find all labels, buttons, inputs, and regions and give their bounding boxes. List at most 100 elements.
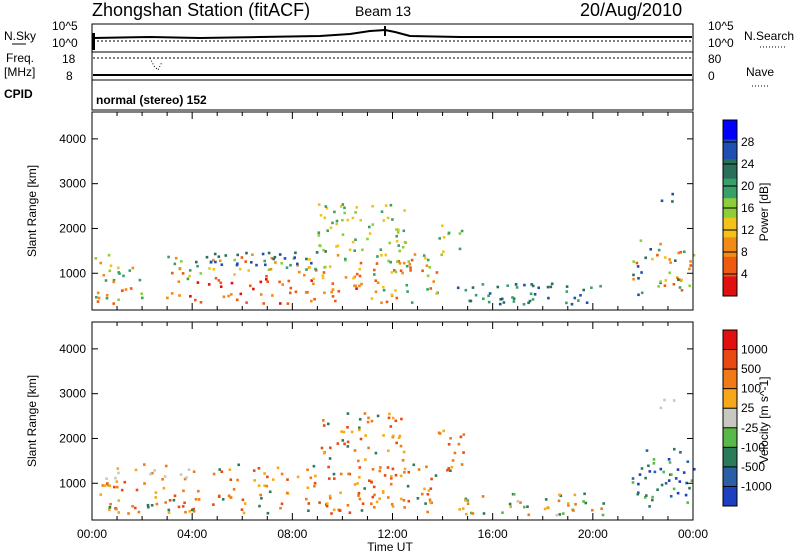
data-cell <box>409 266 412 269</box>
data-cell <box>447 467 450 470</box>
data-cell <box>331 282 335 285</box>
power-panel: 4000 3000 2000 1000 <box>59 111 696 311</box>
data-cell <box>371 468 375 471</box>
data-cell <box>307 509 310 512</box>
data-cell <box>312 282 315 286</box>
data-cell <box>449 469 452 472</box>
data-cell <box>519 501 522 504</box>
data-cell <box>163 475 167 478</box>
data-cell <box>672 283 676 286</box>
data-cell <box>527 513 531 517</box>
data-cell <box>278 253 282 256</box>
date-label: 20/Aug/2010 <box>580 0 682 20</box>
data-cell <box>322 424 326 427</box>
data-cell <box>278 280 281 284</box>
data-cell <box>565 301 568 305</box>
data-cell <box>389 482 393 486</box>
data-cell <box>303 273 306 277</box>
data-cell <box>376 281 380 284</box>
data-cell <box>280 262 283 265</box>
data-cell <box>237 463 240 467</box>
data-cell <box>392 434 395 438</box>
data-cell <box>404 241 408 244</box>
data-cell <box>358 274 362 278</box>
data-cell <box>656 488 659 491</box>
data-cell <box>382 434 385 437</box>
data-cell <box>672 487 676 491</box>
data-cell <box>341 233 345 236</box>
data-cell <box>671 200 674 203</box>
data-cell <box>120 289 124 293</box>
data-cell <box>235 298 239 302</box>
data-cell <box>543 507 547 511</box>
data-cell <box>283 257 287 260</box>
data-cell <box>558 493 561 497</box>
data-cell <box>180 260 183 263</box>
beam-label: Beam 13 <box>355 3 411 19</box>
data-cell <box>96 300 100 303</box>
data-cell <box>371 223 375 226</box>
cpid-label: CPID <box>4 87 33 101</box>
data-cell <box>395 228 398 231</box>
data-cell <box>396 260 399 263</box>
data-cell <box>376 255 379 258</box>
data-cell <box>161 478 164 481</box>
data-cell <box>530 283 533 286</box>
data-cell <box>399 474 403 478</box>
data-cell <box>324 250 327 253</box>
data-cell <box>177 505 181 509</box>
colorbar-tick-label: 24 <box>741 157 755 171</box>
data-cell <box>259 493 262 497</box>
data-cell <box>265 278 268 281</box>
data-cell <box>406 290 409 293</box>
data-cell <box>370 297 374 300</box>
colorbar-swatch <box>723 388 737 409</box>
data-cell <box>99 493 102 496</box>
data-cell <box>233 273 236 276</box>
colorbar-swatch <box>723 486 737 507</box>
data-cell <box>339 205 343 208</box>
data-cell <box>434 474 438 477</box>
data-cell <box>426 493 430 496</box>
x-tick-label: 20:00 <box>578 527 608 541</box>
data-cell <box>113 485 116 489</box>
data-cell <box>318 244 321 247</box>
data-cell <box>228 468 232 471</box>
data-cell <box>347 472 350 476</box>
data-cell <box>422 254 426 257</box>
data-cell <box>178 294 181 297</box>
data-cell <box>124 288 128 291</box>
data-cell <box>631 477 635 480</box>
data-cell <box>656 253 659 257</box>
data-cell <box>537 286 540 290</box>
data-cell <box>637 277 640 280</box>
data-cell <box>637 293 640 297</box>
power-axis: 4000 3000 2000 1000 <box>59 112 694 310</box>
data-cell <box>115 507 118 511</box>
data-cell <box>384 253 388 257</box>
data-cell <box>143 463 146 466</box>
data-cell <box>659 467 663 471</box>
data-cell <box>280 472 284 476</box>
data-cell <box>391 505 395 508</box>
data-cell <box>373 493 376 497</box>
colorbar-tick-label: 20 <box>741 179 755 193</box>
data-cell <box>363 487 366 490</box>
data-cell <box>585 301 589 304</box>
data-cell <box>389 260 392 264</box>
data-cell <box>442 236 446 239</box>
data-cell <box>657 285 660 288</box>
power-scatter <box>94 192 696 306</box>
nsky-tick-top: 10^5 <box>52 19 78 33</box>
data-cell <box>181 505 185 508</box>
data-cell <box>499 298 502 301</box>
colorbar-tick-label: -500 <box>741 460 765 474</box>
data-cell <box>680 289 684 292</box>
colorbar-tick-label: 4 <box>741 267 748 281</box>
data-cell <box>197 489 200 493</box>
data-cell <box>252 287 255 291</box>
data-cell <box>375 500 379 504</box>
data-cell <box>308 258 311 261</box>
data-cell <box>178 267 182 270</box>
data-cell <box>549 285 553 289</box>
